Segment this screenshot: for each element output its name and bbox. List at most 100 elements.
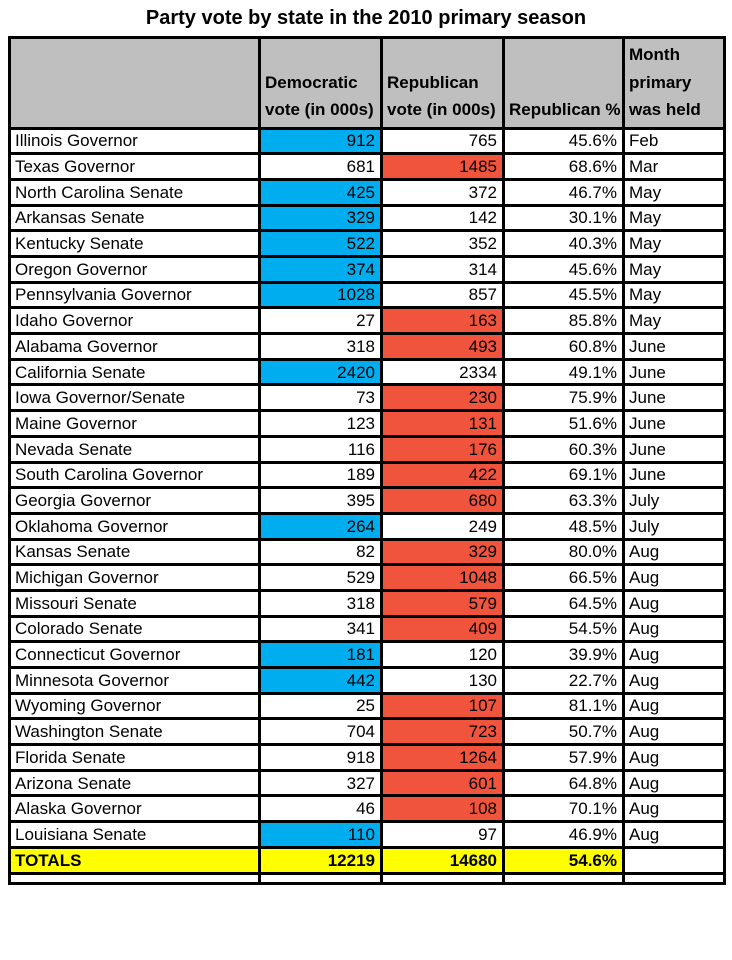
dem-vote-cell: 318 <box>258 588 383 618</box>
month-cell: July <box>622 486 726 515</box>
table-row: Illinois Governor 912 765 45.6% Feb <box>8 126 726 156</box>
rep-pct-cell: 39.9% <box>502 640 625 670</box>
table-row: Colorado Senate 341 409 54.5% Aug <box>8 614 726 644</box>
month-cell: Aug <box>622 666 726 695</box>
party-vote-table: Democratic vote (in 000s) Republican vot… <box>8 36 726 885</box>
rep-pct-cell: 45.6% <box>502 126 625 156</box>
race-cell: Alabama Governor <box>8 332 261 361</box>
race-cell: Maine Governor <box>8 409 261 438</box>
month-cell: Aug <box>622 640 726 670</box>
race-cell: Washington Senate <box>8 717 261 747</box>
table-row: Georgia Governor 395 680 63.3% July <box>8 486 726 515</box>
month-cell: Aug <box>622 794 726 824</box>
rep-pct-cell: 45.5% <box>502 280 625 310</box>
table-row: Alaska Governor 46 108 70.1% Aug <box>8 794 726 824</box>
totals-label: TOTALS <box>8 845 261 875</box>
rep-vote-cell: 422 <box>380 460 505 490</box>
rep-pct-cell: 40.3% <box>502 229 625 259</box>
table-row: Florida Senate 918 1264 57.9% Aug <box>8 743 726 772</box>
race-cell: Arkansas Senate <box>8 203 261 233</box>
table-row: Minnesota Governor 442 130 22.7% Aug <box>8 666 726 695</box>
dem-vote-cell: 442 <box>258 666 383 695</box>
rep-vote-cell: 409 <box>380 614 505 644</box>
rep-vote-cell: 1485 <box>380 152 505 181</box>
table-row: Connecticut Governor 181 120 39.9% Aug <box>8 640 726 670</box>
table-row: South Carolina Governor 189 422 69.1% Ju… <box>8 460 726 490</box>
rep-pct-cell: 54.5% <box>502 614 625 644</box>
rep-vote-cell: 176 <box>380 434 505 464</box>
rep-pct-cell: 64.8% <box>502 768 625 798</box>
month-cell: Aug <box>622 588 726 618</box>
dem-vote-cell: 123 <box>258 409 383 438</box>
month-cell: Aug <box>622 717 726 747</box>
race-cell: South Carolina Governor <box>8 460 261 490</box>
dem-vote-cell: 395 <box>258 486 383 515</box>
chart-title: Party vote by state in the 2010 primary … <box>145 6 587 29</box>
totals-row: TOTALS 12219 14680 54.6% <box>8 845 726 875</box>
rep-vote-cell: 108 <box>380 794 505 824</box>
totals-rep-vote: 14680 <box>380 845 505 875</box>
rep-pct-cell: 81.1% <box>502 691 625 721</box>
race-cell: Illinois Governor <box>8 126 261 156</box>
table-row: Texas Governor 681 1485 68.6% Mar <box>8 152 726 181</box>
dem-vote-cell: 1028 <box>258 280 383 310</box>
dem-vote-cell: 82 <box>258 537 383 567</box>
rep-pct-cell: 60.3% <box>502 434 625 464</box>
dem-vote-cell: 2420 <box>258 357 383 387</box>
dem-vote-cell: 329 <box>258 203 383 233</box>
dem-vote-cell: 912 <box>258 126 383 156</box>
rep-pct-cell: 63.3% <box>502 486 625 515</box>
table-row: Iowa Governor/Senate 73 230 75.9% June <box>8 383 726 413</box>
race-cell: Iowa Governor/Senate <box>8 383 261 413</box>
rep-pct-cell: 64.5% <box>502 588 625 618</box>
race-cell: Kentucky Senate <box>8 229 261 259</box>
dem-vote-cell: 110 <box>258 820 383 849</box>
race-cell: North Carolina Senate <box>8 177 261 207</box>
month-cell: Mar <box>622 152 726 181</box>
race-cell: Colorado Senate <box>8 614 261 644</box>
table-row: Missouri Senate 318 579 64.5% Aug <box>8 588 726 618</box>
table-row: Oklahoma Governor 264 249 48.5% July <box>8 511 726 541</box>
dem-vote-cell: 318 <box>258 332 383 361</box>
table-row: Pennsylvania Governor 1028 857 45.5% May <box>8 280 726 310</box>
table-row: North Carolina Senate 425 372 46.7% May <box>8 177 726 207</box>
header-democratic-vote: Democratic vote (in 000s) <box>258 36 383 130</box>
month-cell: Aug <box>622 820 726 849</box>
month-cell: Aug <box>622 691 726 721</box>
rep-pct-cell: 60.8% <box>502 332 625 361</box>
rep-vote-cell: 120 <box>380 640 505 670</box>
month-cell: June <box>622 383 726 413</box>
dem-vote-cell: 264 <box>258 511 383 541</box>
rep-vote-cell: 2334 <box>380 357 505 387</box>
table-row: Maine Governor 123 131 51.6% June <box>8 409 726 438</box>
rep-vote-cell: 680 <box>380 486 505 515</box>
month-cell: July <box>622 511 726 541</box>
race-cell: Connecticut Governor <box>8 640 261 670</box>
race-cell: Arizona Senate <box>8 768 261 798</box>
rep-pct-cell: 75.9% <box>502 383 625 413</box>
rep-vote-cell: 1264 <box>380 743 505 772</box>
dem-vote-cell: 181 <box>258 640 383 670</box>
dem-vote-cell: 189 <box>258 460 383 490</box>
rep-pct-cell: 69.1% <box>502 460 625 490</box>
rep-vote-cell: 97 <box>380 820 505 849</box>
dem-vote-cell: 529 <box>258 563 383 592</box>
rep-vote-cell: 601 <box>380 768 505 798</box>
rep-pct-cell: 45.6% <box>502 255 625 284</box>
month-cell: May <box>622 203 726 233</box>
month-cell: Aug <box>622 614 726 644</box>
race-cell: Louisiana Senate <box>8 820 261 849</box>
month-cell: May <box>622 255 726 284</box>
rep-vote-cell: 857 <box>380 280 505 310</box>
header-republican-vote: Republican vote (in 000s) <box>380 36 505 130</box>
totals-rep-pct: 54.6% <box>502 845 625 875</box>
rep-vote-cell: 163 <box>380 306 505 336</box>
race-cell: Oregon Governor <box>8 255 261 284</box>
dem-vote-cell: 25 <box>258 691 383 721</box>
dem-vote-cell: 73 <box>258 383 383 413</box>
rep-pct-cell: 57.9% <box>502 743 625 772</box>
rep-pct-cell: 66.5% <box>502 563 625 592</box>
table-row: Wyoming Governor 25 107 81.1% Aug <box>8 691 726 721</box>
month-cell: June <box>622 434 726 464</box>
rep-vote-cell: 352 <box>380 229 505 259</box>
